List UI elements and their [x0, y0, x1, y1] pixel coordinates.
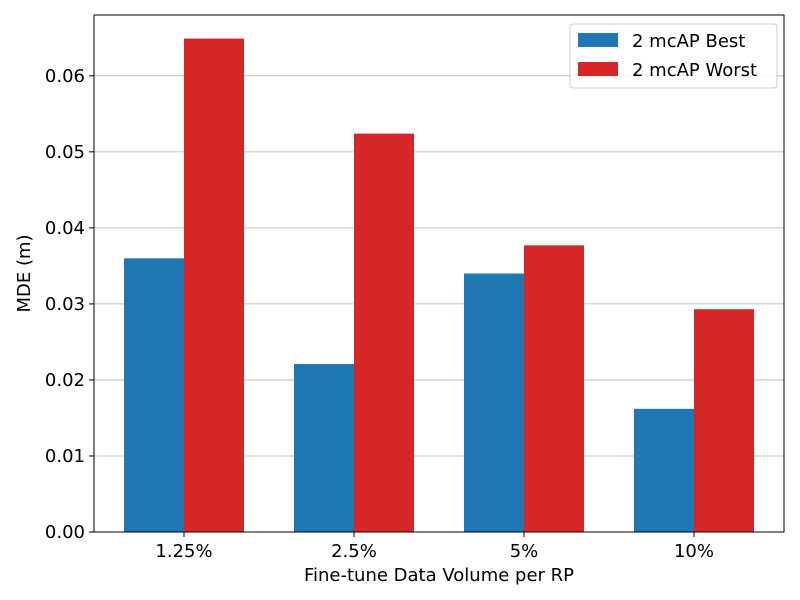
bar-worst [694, 309, 754, 532]
bars [124, 38, 754, 532]
x-tick-label: 2.5% [331, 541, 377, 562]
y-tick-label: 0.00 [45, 522, 85, 543]
bar-best [124, 258, 184, 532]
plot-frame [93, 14, 785, 533]
y-tick-label: 0.04 [45, 218, 85, 239]
y-tick-label: 0.06 [45, 66, 85, 87]
x-tick-label: 5% [510, 541, 539, 562]
bar-best [634, 408, 694, 532]
legend-swatch-worst [578, 62, 618, 76]
bar-worst [184, 38, 244, 532]
bar-worst [354, 133, 414, 532]
y-tick-label: 0.01 [45, 446, 85, 467]
x-tick-label: 1.25% [155, 541, 212, 562]
bar-best [294, 363, 354, 532]
y-tick-label: 0.05 [45, 142, 85, 163]
bar-worst [524, 245, 584, 532]
y-axis: 0.00 0.01 0.02 0.03 0.04 0.05 0.06 [45, 66, 94, 543]
bar-best [464, 273, 524, 532]
x-axis: 1.25% 2.5% 5% 10% [155, 532, 714, 562]
legend: 2 mcAP Best 2 mcAP Worst [569, 23, 778, 89]
legend-label-worst: 2 mcAP Worst [632, 60, 757, 81]
y-tick-label: 0.02 [45, 370, 85, 391]
x-axis-label: Fine-tune Data Volume per RP [304, 565, 574, 586]
legend-label-best: 2 mcAP Best [632, 31, 745, 52]
y-tick-label: 0.03 [45, 294, 85, 315]
x-tick-label: 10% [674, 541, 714, 562]
legend-box [569, 23, 778, 89]
legend-swatch-best [578, 33, 618, 47]
y-axis-label: MDE (m) [14, 234, 35, 312]
